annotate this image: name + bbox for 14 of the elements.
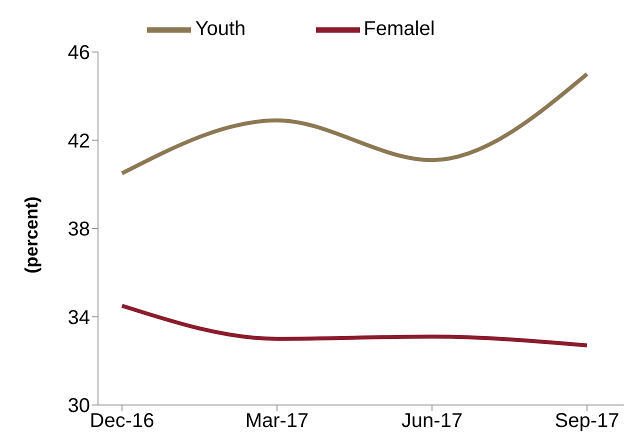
y-tick-label: 42 — [68, 130, 90, 152]
y-tick-label: 38 — [68, 218, 90, 241]
x-tick-label: Mar-17 — [245, 410, 309, 432]
line-series — [120, 72, 589, 176]
y-tick-label: 30 — [68, 395, 90, 418]
y-axis-title: (percent) — [21, 196, 42, 274]
line-series — [120, 304, 589, 348]
y-tick-label: 34 — [68, 306, 90, 329]
x-tick-label: Sep-17 — [554, 410, 620, 432]
y-tick-label: 46 — [68, 42, 90, 64]
x-tick-label: Jun-17 — [401, 410, 463, 432]
legend-label: Femalel — [364, 18, 435, 40]
legend-label: Youth — [195, 18, 246, 40]
x-tick-label: Dec-16 — [90, 410, 154, 432]
